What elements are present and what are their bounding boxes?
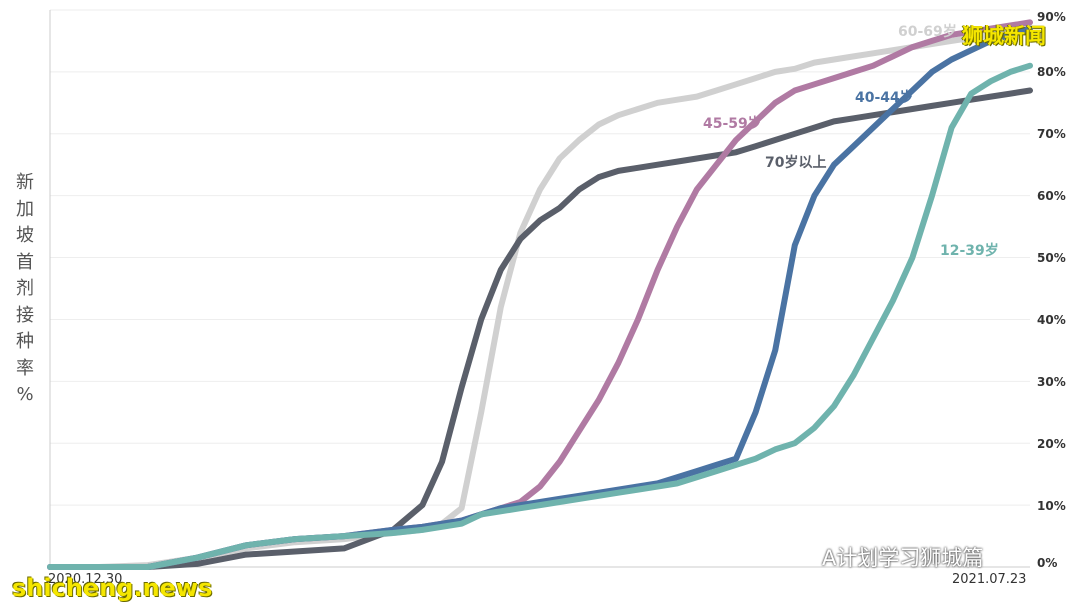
series-lines	[47, 19, 1033, 570]
watermark-wechat-text: A计划学习狮城篇	[822, 546, 984, 570]
watermark-top-right: 狮城新闻	[962, 24, 1046, 48]
x-start-label: 2020.12.30	[48, 572, 123, 587]
series-label-45-59: 45-59岁	[703, 116, 762, 132]
y-axis-label-char: 率	[16, 357, 34, 379]
y-axis-label-char: 新	[16, 172, 34, 193]
y-axis-label-char: 加	[16, 198, 34, 220]
y-tick-label: 70%	[1037, 127, 1066, 141]
y-axis-label-char: 种	[16, 331, 34, 352]
series-label-60-69: 60-69岁	[898, 24, 957, 40]
y-axis-label-char: %	[16, 384, 34, 405]
x-end-label: 2021.07.23	[952, 572, 1027, 587]
y-tick-label: 20%	[1037, 437, 1066, 451]
y-axis-label-char: 接	[16, 304, 34, 326]
series-label-70-plus: 70岁以上	[765, 155, 827, 171]
y-tick-label: 40%	[1037, 313, 1066, 327]
y-axis-label: 新 加 坡 首 剂 接 种 率 %	[12, 170, 38, 409]
y-tick-label: 50%	[1037, 251, 1066, 265]
y-tick-label: 30%	[1037, 375, 1066, 389]
series-line-70岁以上	[47, 87, 1033, 570]
y-axis-label-char: 首	[16, 251, 34, 273]
y-tick-label: 0%	[1037, 556, 1058, 570]
y-tick-label: 60%	[1037, 189, 1066, 203]
wechat-icon	[790, 547, 816, 566]
series-line-12-39岁	[47, 62, 1033, 570]
y-tick-label: 10%	[1037, 499, 1066, 513]
series-label-12-39: 12-39岁	[940, 243, 999, 259]
y-axis-label-char: 剂	[16, 278, 34, 299]
watermark-bottom-left: shicheng.news	[12, 574, 213, 602]
y-axis-label-char: 坡	[16, 225, 34, 246]
y-tick-label: 80%	[1037, 65, 1066, 79]
watermark-wechat: A计划学习狮城篇	[790, 542, 983, 572]
gridlines	[49, 9, 1030, 568]
y-tick-label: 90%	[1037, 10, 1066, 24]
series-label-40-44: 40-44岁	[855, 90, 914, 106]
